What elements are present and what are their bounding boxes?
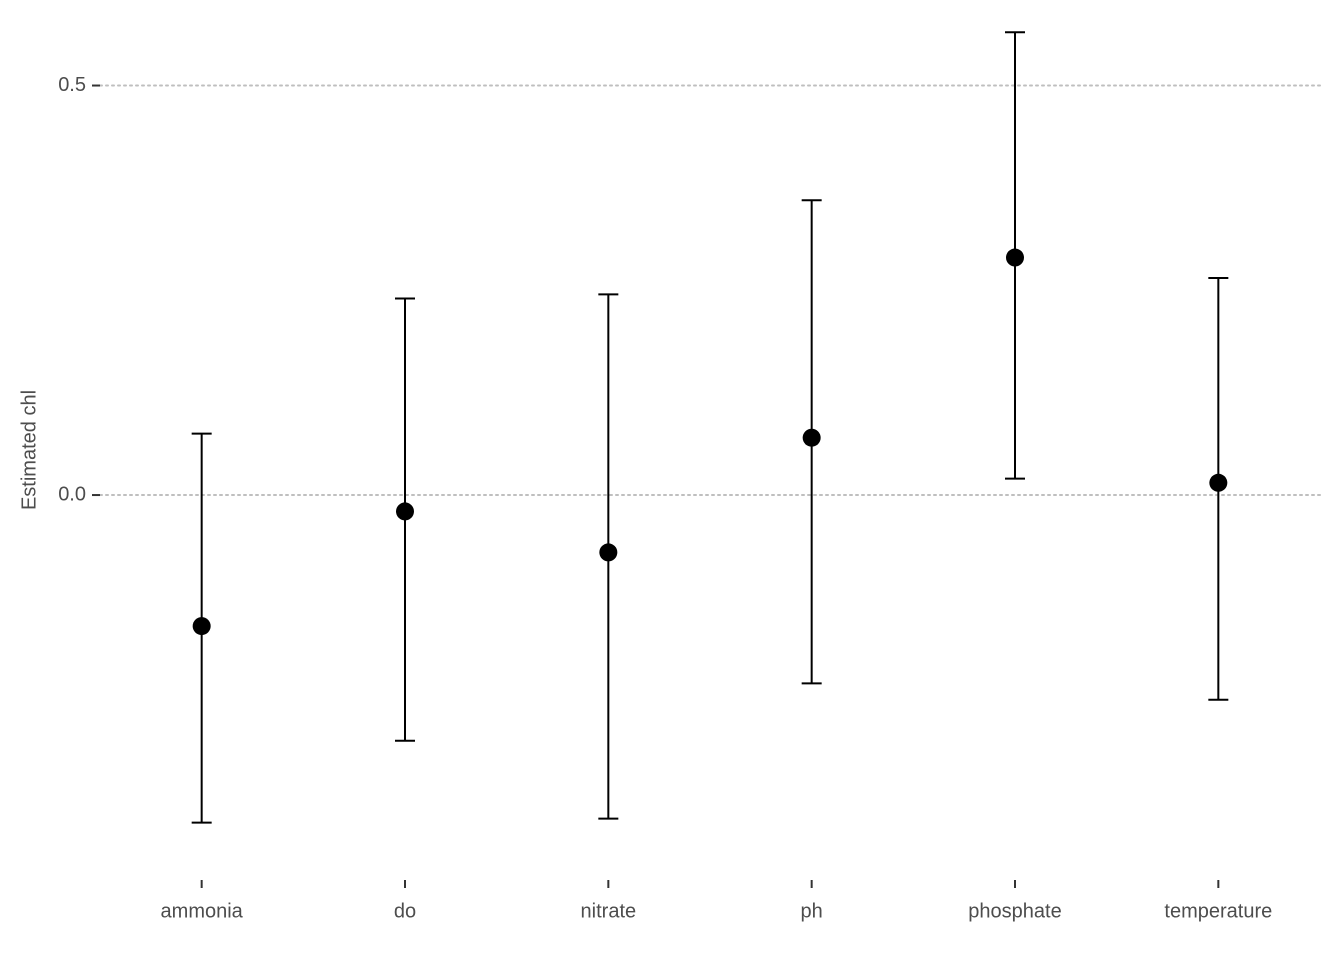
data-point (396, 502, 414, 520)
pointrange-chart: 0.0 0.5 Estimated chl ammonia do nitrate ph pho… (0, 0, 1344, 960)
x-tick-label: nitrate (581, 900, 637, 922)
y-tick-label: 0.5 (58, 74, 86, 96)
x-tick-label: phosphate (968, 900, 1061, 922)
chart-container: 0.0 0.5 Estimated chl ammonia do nitrate ph pho… (0, 0, 1344, 960)
x-tick-label: ammonia (161, 900, 244, 922)
x-tick-label: temperature (1164, 900, 1272, 922)
x-tick-label: ph (801, 900, 823, 922)
data-point (599, 543, 617, 561)
data-point (1006, 249, 1024, 267)
y-axis-title: Estimated chl (18, 390, 40, 510)
x-tick-label: do (394, 900, 416, 922)
y-tick-label: 0.0 (58, 483, 86, 505)
data-point (1209, 474, 1227, 492)
data-point (193, 617, 211, 635)
data-point (803, 429, 821, 447)
